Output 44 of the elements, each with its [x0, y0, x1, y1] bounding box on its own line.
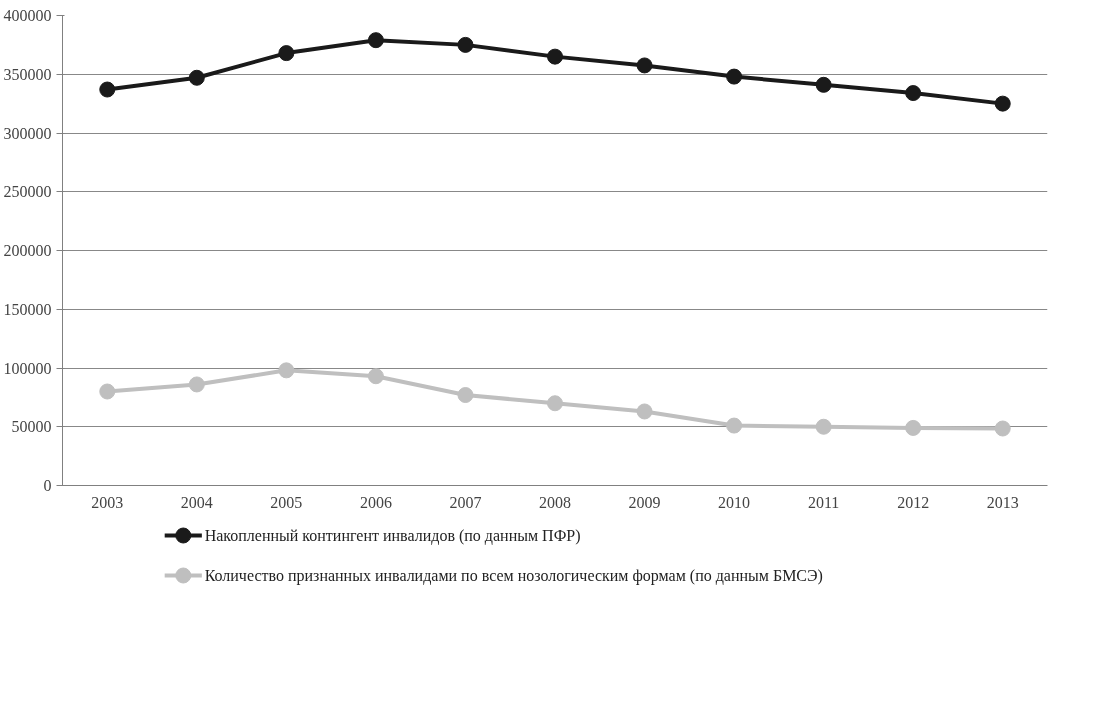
x-tick-label: 2010: [718, 493, 751, 511]
point: [726, 68, 743, 85]
y-tick-label: 50000: [11, 418, 52, 436]
y-tick-label: 200000: [3, 242, 52, 259]
point: [367, 368, 384, 385]
point: [278, 362, 295, 379]
x-tick-label: 2003: [91, 493, 124, 511]
point: [636, 403, 653, 420]
point: [636, 57, 653, 74]
point: [547, 48, 563, 65]
point: [99, 383, 116, 400]
point: [905, 419, 922, 436]
point: [457, 387, 474, 404]
point: [188, 376, 205, 393]
point: [547, 395, 563, 412]
x-tick-label: 2008: [539, 493, 571, 511]
point: [815, 76, 832, 93]
legend-label: Количество признанных инвалидами по всем нозологическим формам (по данным БМСЭ): [204, 567, 823, 585]
y-tick-label: 400000: [3, 7, 52, 24]
x-tick-label: 2006: [359, 493, 392, 511]
x-tick-label: 2012: [897, 493, 930, 511]
y-tick-label: 250000: [3, 183, 52, 201]
x-tick-label: 2007: [449, 493, 482, 511]
point: [278, 45, 295, 62]
y-tick-label: 100000: [3, 359, 52, 377]
point: [99, 81, 116, 98]
point: [188, 69, 205, 86]
legend-label: Накопленный контингент инвалидов (по данным ПФР): [204, 527, 581, 545]
y-tick-label: 300000: [3, 124, 52, 142]
point: [815, 418, 832, 435]
point: [994, 420, 1011, 437]
x-tick-label: 2005: [270, 493, 303, 511]
x-tick-label: 2013: [986, 493, 1019, 511]
point: [367, 32, 384, 49]
x-tick-label: 2004: [180, 493, 213, 511]
y-tick-label: 350000: [3, 65, 52, 83]
point: [905, 85, 922, 102]
x-tick-label: 2009: [628, 493, 661, 511]
point: [457, 36, 474, 53]
y-tick-label: 0: [43, 477, 52, 494]
x-tick-label: 2011: [807, 493, 840, 511]
point: [994, 95, 1011, 112]
point: [726, 417, 743, 434]
y-tick-label: 150000: [3, 300, 52, 318]
